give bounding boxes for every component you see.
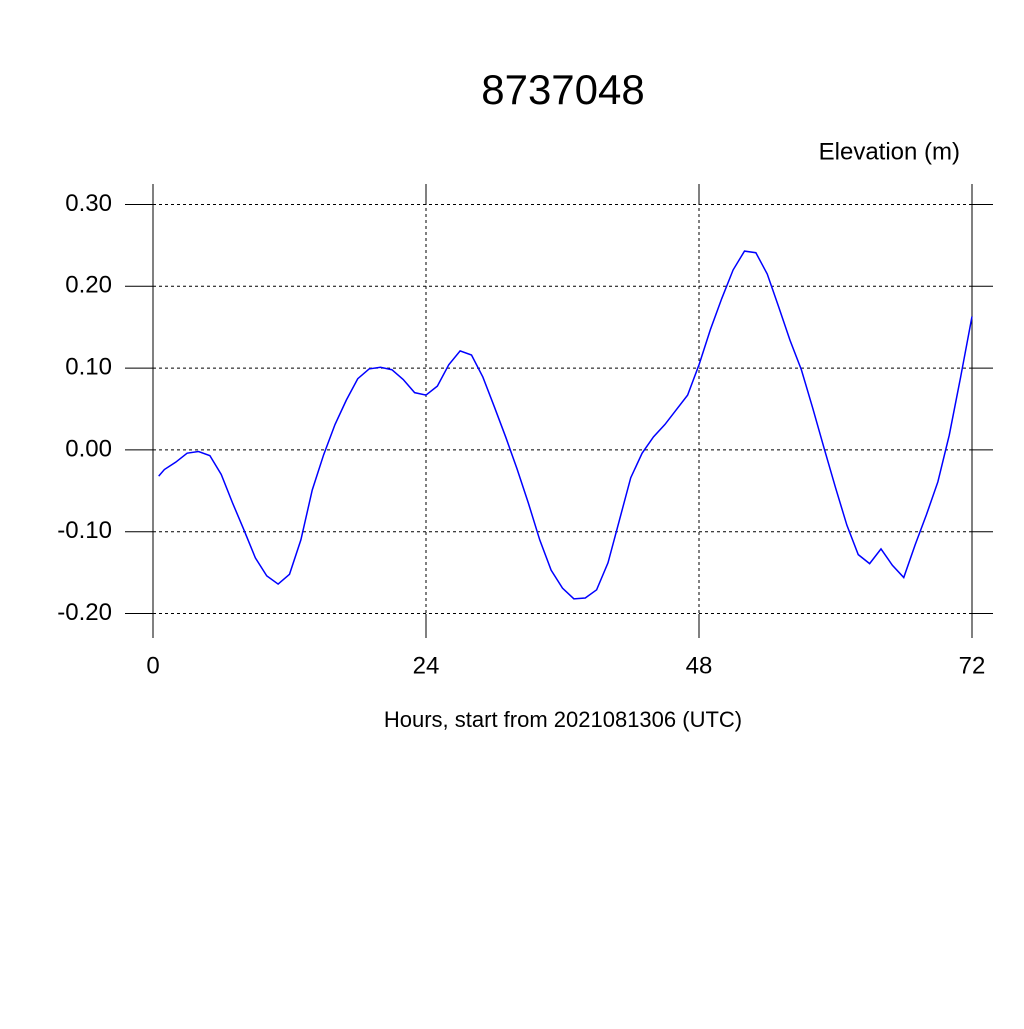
x-tick-label: 72 [959, 652, 986, 679]
x-axis-label: Hours, start from 2021081306 (UTC) [384, 707, 742, 732]
y-tick-label: 0.20 [65, 272, 112, 299]
x-tick-label: 48 [686, 652, 713, 679]
y-axis-label: Elevation (m) [819, 138, 960, 165]
y-tick-label: 0.10 [65, 353, 112, 380]
y-tick-label: -0.10 [57, 517, 112, 544]
x-tick-label: 0 [146, 652, 159, 679]
x-tick-label: 24 [413, 652, 440, 679]
y-tick-label: 0.00 [65, 435, 112, 462]
chart-title: 8737048 [481, 66, 645, 113]
y-tick-label: -0.20 [57, 599, 112, 626]
data-line [158, 250, 973, 600]
y-tick-label: 0.30 [65, 190, 112, 217]
